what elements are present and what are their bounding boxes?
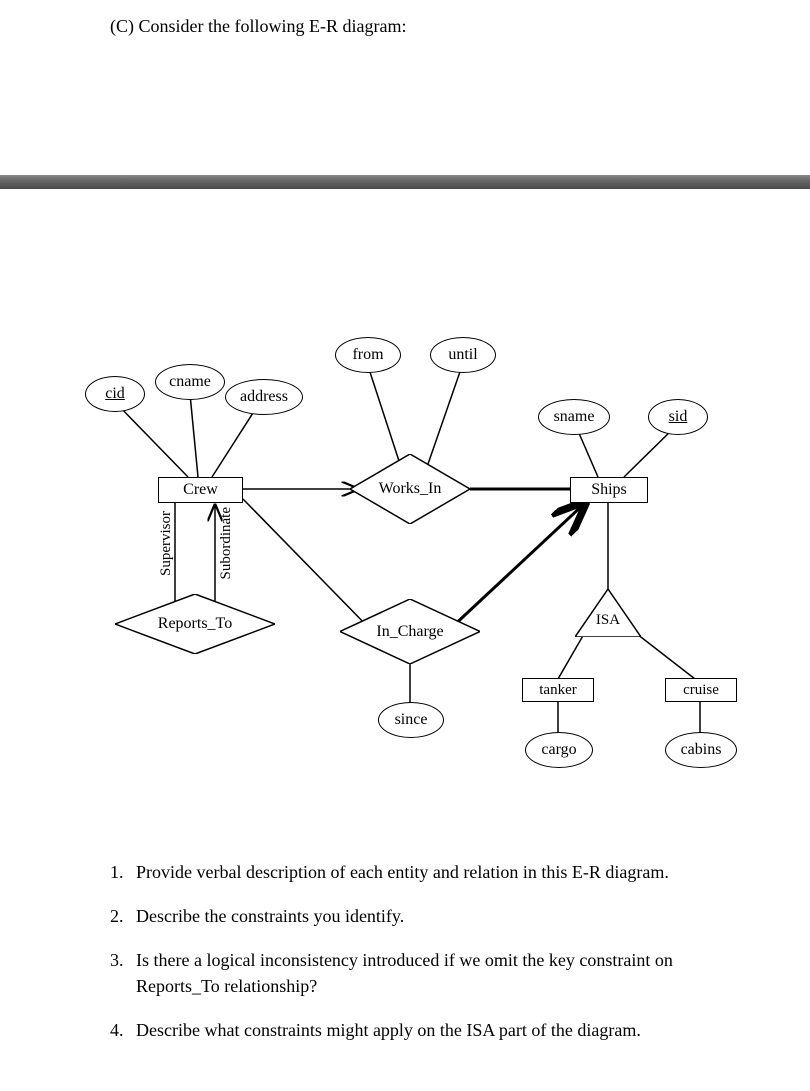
attr-until: until	[430, 337, 496, 373]
attr-cabins: cabins	[665, 732, 737, 768]
question-header: (C) Consider the following E-R diagram:	[0, 0, 810, 37]
rel-reports-to: Reports_To	[115, 594, 275, 654]
attr-sname: sname	[538, 399, 610, 435]
isa-triangle: ISA	[575, 589, 641, 637]
attr-since: since	[378, 702, 444, 738]
page-root: (C) Consider the following E-R diagram:	[0, 0, 810, 1091]
attr-address: address	[225, 379, 303, 415]
attr-sid: sid	[648, 399, 708, 435]
er-diagram: cid cname address from until sname sid s…	[0, 189, 810, 839]
role-supervisor: Supervisor	[158, 511, 175, 576]
attr-cargo: cargo	[525, 732, 593, 768]
question-4: Describe what constraints might apply on…	[128, 1017, 720, 1043]
entity-crew: Crew	[158, 477, 243, 503]
attr-cname: cname	[155, 364, 225, 400]
rel-works-in: Works_In	[350, 454, 470, 524]
horizontal-divider	[0, 175, 810, 189]
attr-cid: cid	[85, 376, 145, 412]
entity-tanker: tanker	[522, 678, 594, 702]
questions-list: Provide verbal description of each entit…	[0, 839, 810, 1091]
question-1: Provide verbal description of each entit…	[128, 859, 720, 885]
attr-from: from	[335, 337, 401, 373]
rel-in-charge: In_Charge	[340, 599, 480, 664]
question-3: Is there a logical inconsistency introdu…	[128, 947, 720, 999]
entity-ships: Ships	[570, 477, 648, 503]
role-subordinate: Subordinate	[218, 507, 235, 580]
question-2: Describe the constraints you identify.	[128, 903, 720, 929]
entity-cruise: cruise	[665, 678, 737, 702]
